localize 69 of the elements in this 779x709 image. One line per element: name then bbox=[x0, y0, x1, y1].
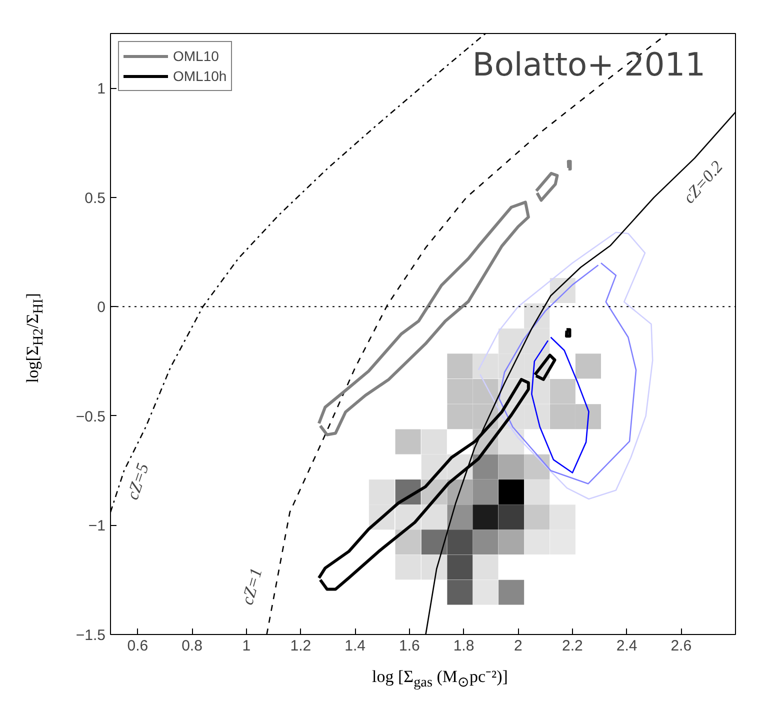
line-series bbox=[498, 262, 637, 484]
point bbox=[447, 530, 473, 555]
point bbox=[395, 530, 421, 555]
point bbox=[550, 379, 576, 404]
point bbox=[498, 580, 524, 605]
point bbox=[498, 328, 524, 354]
annotation: cZ=1 bbox=[238, 566, 266, 607]
point bbox=[498, 480, 524, 504]
point bbox=[524, 454, 550, 480]
x-tick-label: 1.8 bbox=[453, 638, 474, 654]
y-tick-label: 1 bbox=[97, 80, 106, 98]
point bbox=[421, 429, 447, 454]
x-tick-label: 1.6 bbox=[398, 638, 420, 654]
point bbox=[524, 328, 550, 354]
point bbox=[472, 554, 498, 580]
point bbox=[575, 404, 601, 430]
point bbox=[447, 554, 473, 580]
annotation: cZ=5 bbox=[122, 460, 153, 502]
y-tick-label: 0 bbox=[97, 299, 106, 316]
x-tick-label: 2 bbox=[514, 638, 522, 654]
line-series bbox=[534, 172, 559, 202]
point bbox=[368, 480, 394, 504]
point bbox=[447, 354, 473, 379]
x-tick-label: 2.6 bbox=[670, 638, 692, 654]
point bbox=[447, 504, 473, 530]
point bbox=[395, 429, 421, 454]
x-tick-label: 1.4 bbox=[344, 638, 366, 654]
point bbox=[447, 379, 473, 404]
x-tick-label: 0.8 bbox=[182, 638, 202, 654]
line-series bbox=[317, 200, 530, 436]
point bbox=[421, 504, 447, 530]
point bbox=[524, 504, 550, 530]
point bbox=[498, 429, 524, 454]
y-tick-label: −1 bbox=[88, 518, 106, 535]
point bbox=[395, 554, 421, 580]
x-tick-label: 0.6 bbox=[127, 638, 148, 654]
x-tick-label: 2.4 bbox=[616, 638, 638, 654]
x-tick-label: 1.2 bbox=[290, 638, 312, 654]
point bbox=[472, 530, 498, 555]
point bbox=[421, 554, 447, 580]
y-tick-label: 0.5 bbox=[84, 190, 106, 207]
point bbox=[421, 530, 447, 555]
x-tick-label: 1 bbox=[242, 638, 251, 654]
annotation: Bolatto+ 2011 bbox=[472, 46, 706, 84]
point bbox=[550, 530, 576, 555]
point bbox=[447, 404, 473, 430]
point bbox=[498, 454, 524, 480]
point bbox=[472, 580, 498, 605]
point bbox=[472, 504, 498, 530]
point bbox=[447, 480, 473, 504]
x-axis-title: log [Σ$_{gas}$ (M$_{⊙}$pc⁻²)] bbox=[372, 666, 508, 692]
point bbox=[472, 354, 498, 379]
point bbox=[524, 480, 550, 504]
y-tick-label: −1.5 bbox=[76, 627, 106, 644]
point bbox=[550, 404, 576, 430]
legend-label: OML10 bbox=[173, 48, 219, 64]
point bbox=[498, 530, 524, 555]
point bbox=[550, 504, 576, 530]
point bbox=[524, 530, 550, 555]
legend-label: OML10h bbox=[173, 68, 227, 84]
point bbox=[524, 404, 550, 430]
point bbox=[498, 504, 524, 530]
y-tick-label: −0.5 bbox=[76, 408, 106, 426]
x-tick-label: 2.2 bbox=[562, 638, 583, 654]
point bbox=[575, 354, 601, 379]
point bbox=[447, 580, 473, 605]
point bbox=[472, 379, 498, 404]
point bbox=[472, 480, 498, 504]
point bbox=[472, 454, 498, 480]
